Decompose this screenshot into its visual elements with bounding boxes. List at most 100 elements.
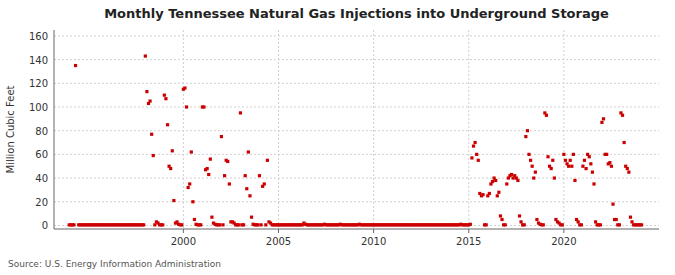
y-grid-line <box>54 83 659 84</box>
point <box>527 153 530 156</box>
point <box>583 159 586 162</box>
point <box>491 180 494 183</box>
point <box>500 218 503 221</box>
point <box>611 203 614 206</box>
x-tick <box>563 229 564 233</box>
point <box>206 167 209 170</box>
point <box>529 159 532 162</box>
point <box>164 97 167 100</box>
point <box>475 153 478 156</box>
y-grid-line <box>54 35 659 36</box>
point <box>266 159 269 162</box>
point <box>169 167 172 170</box>
x-tick <box>278 229 279 233</box>
y-grid-line <box>54 201 659 202</box>
point <box>248 194 251 197</box>
x-tick-label: 2000 <box>171 236 196 247</box>
point <box>519 220 522 223</box>
point <box>218 223 221 226</box>
axes: 0204060801001201401602000200520102015202… <box>29 30 659 247</box>
point <box>600 121 603 124</box>
point <box>171 149 174 152</box>
point <box>553 176 556 179</box>
point <box>485 223 488 226</box>
point <box>150 133 153 136</box>
point <box>263 182 266 185</box>
point <box>210 216 213 219</box>
point <box>187 186 190 189</box>
point <box>577 220 580 223</box>
point <box>581 165 584 168</box>
point <box>594 220 597 223</box>
point <box>199 223 202 226</box>
x-tick <box>373 229 374 233</box>
point <box>153 223 156 226</box>
y-tick-label: 60 <box>35 149 48 160</box>
point <box>188 182 191 185</box>
point <box>562 153 565 156</box>
point <box>534 171 537 174</box>
point <box>621 114 624 117</box>
point <box>258 174 261 177</box>
point <box>599 223 602 226</box>
y-axis-line <box>54 30 55 229</box>
title: Monthly Tennessee Natural Gas Injections… <box>104 6 609 21</box>
x-grid-line <box>278 30 279 229</box>
point <box>472 144 475 147</box>
x-grid-line <box>183 30 184 229</box>
point <box>470 156 473 159</box>
point <box>623 141 626 144</box>
point <box>546 155 549 158</box>
point <box>572 153 575 156</box>
point <box>242 223 245 226</box>
point <box>161 223 164 226</box>
point <box>496 194 499 197</box>
point <box>209 158 212 161</box>
point <box>542 223 545 226</box>
point <box>497 191 500 194</box>
point <box>505 182 508 185</box>
point <box>615 218 618 221</box>
y-grid-line <box>54 59 659 60</box>
point <box>237 223 240 226</box>
point <box>570 165 573 168</box>
x-tick-label: 2005 <box>266 236 291 247</box>
point <box>191 200 194 203</box>
y-grid-line <box>54 130 659 131</box>
point <box>589 162 592 165</box>
point <box>605 153 608 156</box>
point <box>524 135 527 138</box>
point <box>163 94 166 97</box>
point <box>627 171 630 174</box>
point <box>561 223 564 226</box>
point <box>239 111 242 114</box>
y-grid-line <box>54 178 659 179</box>
point <box>228 182 231 185</box>
point <box>481 193 484 196</box>
point <box>185 105 188 108</box>
point <box>510 173 513 176</box>
point <box>144 54 147 57</box>
point <box>584 167 587 170</box>
y-axis-label: Million Cubic Feet <box>5 85 16 173</box>
point <box>202 105 205 108</box>
point <box>629 216 632 219</box>
point <box>259 223 262 226</box>
point <box>193 218 196 221</box>
grid <box>54 30 659 229</box>
point <box>226 160 229 163</box>
y-tick-label: 140 <box>29 55 48 66</box>
point <box>580 223 583 226</box>
y-tick-label: 80 <box>35 126 48 137</box>
y-tick-label: 40 <box>35 173 48 184</box>
point <box>207 173 210 176</box>
y-tick-label: 120 <box>29 78 48 89</box>
source-note: Source: U.S. Energy Information Administ… <box>8 259 221 269</box>
point <box>74 64 77 67</box>
point <box>618 223 621 226</box>
x-tick-label: 2010 <box>361 236 386 247</box>
y-grid-line <box>54 154 659 155</box>
point <box>72 223 75 226</box>
point <box>588 155 591 158</box>
x-tick-label: 2015 <box>456 236 481 247</box>
